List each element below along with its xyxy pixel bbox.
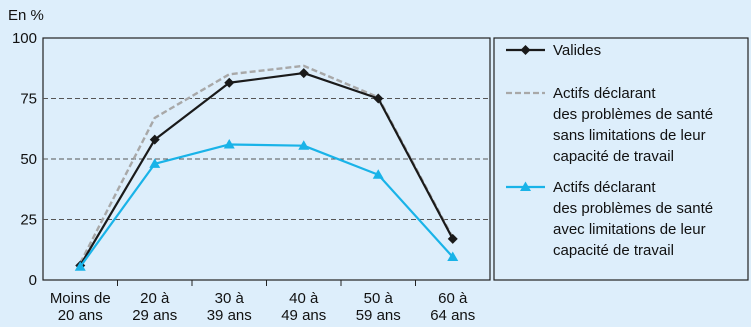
data-point bbox=[298, 140, 310, 150]
y-tick-label: 25 bbox=[20, 212, 37, 229]
x-tick-label: 50 à bbox=[364, 290, 394, 307]
data-point bbox=[223, 138, 235, 149]
x-tick-label: 20 ans bbox=[58, 307, 103, 324]
series-line bbox=[79, 143, 454, 268]
x-tick-label: 49 ans bbox=[281, 307, 326, 324]
series-line bbox=[79, 71, 454, 267]
y-tick-label: 75 bbox=[20, 91, 37, 108]
x-tick-label: 29 ans bbox=[132, 307, 177, 324]
legend-marker bbox=[520, 45, 531, 55]
x-tick-label: 59 ans bbox=[356, 307, 401, 324]
series-line bbox=[79, 64, 454, 264]
legend-label: des problèmes de santé bbox=[553, 200, 713, 217]
x-tick-label: 39 ans bbox=[207, 307, 252, 324]
y-tick-label: 50 bbox=[20, 151, 37, 168]
x-tick-label: 60 à bbox=[438, 290, 468, 307]
y-axis-label: En % bbox=[8, 7, 44, 24]
legend-label: Actifs déclarant bbox=[553, 179, 656, 196]
y-tick-label: 0 bbox=[29, 272, 37, 289]
data-point bbox=[298, 68, 309, 79]
data-point bbox=[149, 134, 160, 145]
x-tick-label: 30 à bbox=[215, 290, 245, 307]
legend-label: Valides bbox=[553, 42, 601, 59]
legend-label: capacité de travail bbox=[553, 148, 674, 165]
x-tick-label: Moins de bbox=[50, 290, 111, 307]
data-point bbox=[372, 169, 384, 179]
legend: Valides Actifs déclarant des problèmes de … bbox=[493, 37, 749, 281]
legend-label: Actifs déclarant bbox=[553, 85, 656, 102]
plot-area bbox=[42, 37, 491, 281]
legend-label: des problèmes de santé bbox=[553, 106, 713, 123]
data-point bbox=[447, 251, 459, 262]
legend-frame bbox=[493, 37, 749, 281]
x-tick-label: 40 à bbox=[289, 290, 319, 307]
legend-label: capacité de travail bbox=[553, 242, 674, 259]
legend-marker bbox=[520, 181, 531, 191]
x-tick-label: 64 ans bbox=[430, 307, 475, 324]
y-tick-label: 100 bbox=[12, 30, 37, 47]
data-point bbox=[224, 77, 235, 88]
legend-label: sans limitations de leur bbox=[553, 127, 706, 144]
data-point bbox=[447, 233, 458, 244]
data-point bbox=[149, 158, 161, 168]
data-point bbox=[74, 261, 86, 271]
data-point bbox=[373, 93, 384, 104]
series-group bbox=[74, 64, 459, 271]
x-tick-label: 20 à bbox=[140, 290, 170, 307]
legend-label: avec limitations de leur bbox=[553, 221, 706, 238]
